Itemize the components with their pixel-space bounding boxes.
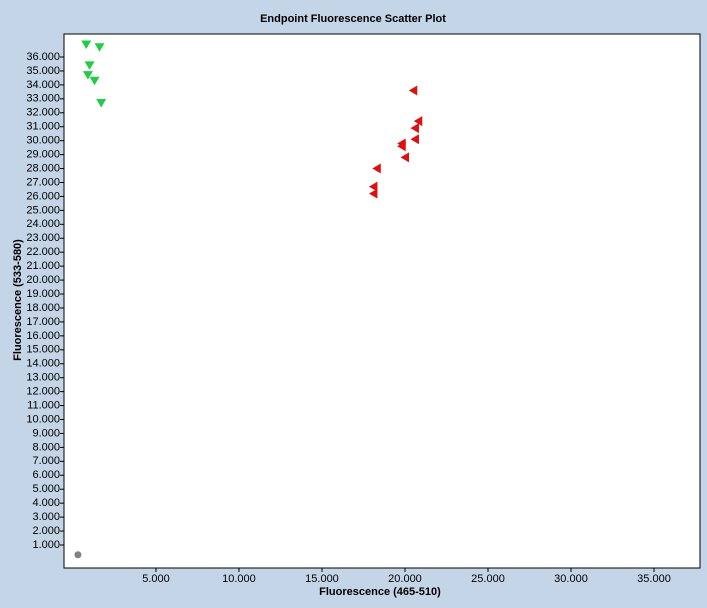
y-tick-label: 10.000 (26, 413, 60, 425)
scatter-point (410, 134, 419, 145)
y-tick-label: 34.000 (26, 79, 60, 91)
y-tick-label: 22.000 (26, 246, 60, 258)
y-tick-label: 6.000 (32, 469, 60, 481)
y-tick-label: 14.000 (26, 358, 60, 370)
x-tick-label: 10.000 (222, 573, 256, 585)
y-tick-label: 28.000 (26, 162, 60, 174)
scatter-point (372, 163, 381, 174)
y-tick-label: 27.000 (26, 176, 60, 188)
y-tick-label: 17.000 (26, 316, 60, 328)
scatter-point (89, 76, 100, 86)
y-tick-label: 15.000 (26, 344, 60, 356)
y-tick-label: 31.000 (26, 121, 60, 133)
y-tick-label: 24.000 (26, 218, 60, 230)
y-tick-label: 5.000 (32, 483, 60, 495)
y-tick-label: 33.000 (26, 93, 60, 105)
y-tick-label: 8.000 (32, 441, 60, 453)
scatter-point (368, 188, 378, 199)
y-axis-label: Fluorescence (533-580) (12, 239, 24, 361)
x-tick-label: 25.000 (471, 573, 505, 585)
y-tick-label: 3.000 (32, 511, 60, 523)
y-tick-label: 25.000 (26, 204, 60, 216)
y-tick-label: 32.000 (26, 107, 60, 119)
y-tick-label: 1.000 (32, 539, 60, 551)
y-tick-label: 12.000 (26, 386, 60, 398)
scatter-point (74, 551, 82, 559)
x-tick-label: 15.000 (305, 573, 339, 585)
scatter-point (397, 141, 406, 152)
scatter-point (82, 71, 93, 80)
y-tick-label: 35.000 (26, 65, 60, 77)
y-tick-label: 2.000 (32, 525, 60, 537)
chart-title: Endpoint Fluorescence Scatter Plot (260, 13, 446, 25)
x-tick-label: 35.000 (637, 573, 671, 585)
x-tick-label: 30.000 (554, 573, 588, 585)
y-tick-label: 21.000 (26, 260, 60, 272)
x-axis-label: Fluorescence (465-510) (319, 586, 441, 598)
y-tick-label: 19.000 (26, 288, 60, 300)
y-tick-label: 30.000 (26, 135, 60, 147)
scatter-point (400, 152, 409, 163)
y-tick-label: 29.000 (26, 149, 60, 161)
scatter-point (368, 181, 378, 192)
y-tick-label: 11.000 (27, 399, 60, 411)
plot-area (63, 33, 701, 569)
scatter-point (410, 123, 419, 134)
y-tick-label: 13.000 (26, 372, 60, 384)
y-tick-label: 7.000 (32, 455, 60, 467)
y-tick-label: 23.000 (26, 232, 60, 244)
x-tick-label: 20.000 (388, 573, 422, 585)
x-tick-label: 5.000 (142, 573, 170, 585)
scatter-point (413, 116, 423, 127)
y-tick-label: 18.000 (26, 302, 60, 314)
y-tick-label: 36.000 (26, 51, 60, 63)
y-tick-label: 4.000 (32, 497, 60, 509)
scatter-point (84, 61, 95, 70)
scatter-point (81, 40, 92, 49)
y-tick-label: 26.000 (26, 190, 60, 202)
y-tick-label: 16.000 (26, 330, 60, 342)
scatter-point (94, 43, 105, 52)
scatter-point (408, 85, 418, 96)
y-tick-label: 9.000 (32, 427, 60, 439)
y-tick-label: 20.000 (26, 274, 60, 286)
scatter-point (96, 99, 107, 108)
